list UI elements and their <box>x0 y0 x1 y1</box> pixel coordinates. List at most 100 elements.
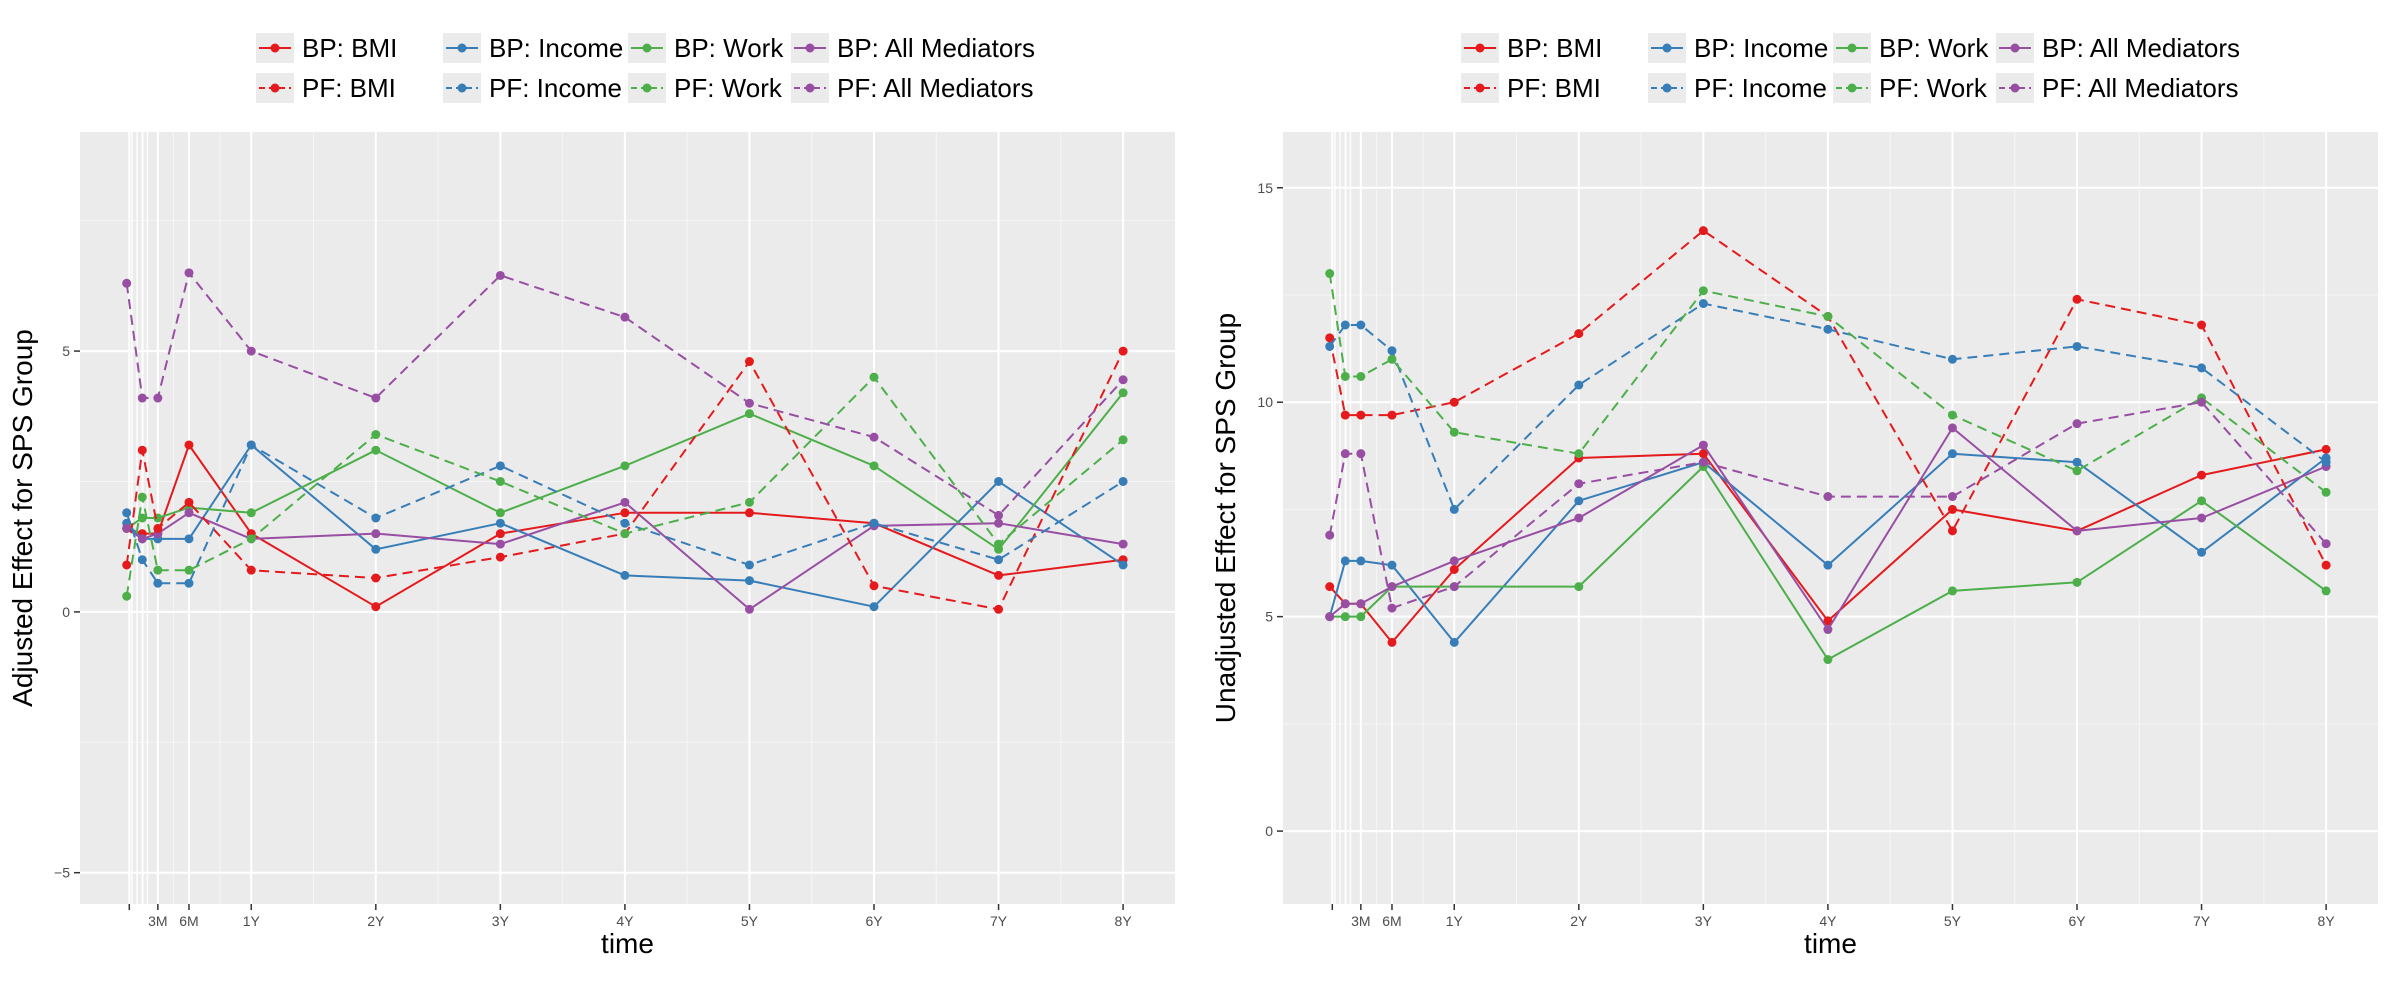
data-point-pf-all-mediators <box>122 278 132 288</box>
legend-item-bp-bmi[interactable]: BP: BMI <box>256 33 397 63</box>
legend: BP: BMI BP: Income BP: Work BP: All Mediato… <box>256 33 1035 103</box>
data-point-pf-bmi <box>1449 397 1459 407</box>
data-point-pf-work <box>495 476 505 486</box>
legend-label: BP: BMI <box>302 33 397 63</box>
data-point-pf-all-mediators <box>1340 449 1350 459</box>
legend-key-point <box>1847 83 1857 93</box>
data-point-bp-all-mediators <box>1387 582 1397 592</box>
legend-item-pf-all-mediators[interactable]: PF: All Mediators <box>1996 73 2239 103</box>
legend-item-pf-income[interactable]: PF: Income <box>1648 73 1827 103</box>
data-point-pf-bmi <box>869 581 879 591</box>
data-point-pf-bmi <box>1340 410 1350 420</box>
data-point-bp-all-mediators <box>1823 625 1833 635</box>
legend-item-pf-bmi[interactable]: PF: BMI <box>1461 73 1601 103</box>
data-point-pf-work <box>744 497 754 507</box>
data-point-bp-all-mediators <box>371 529 381 539</box>
series-line-pf-bmi <box>125 350 1125 611</box>
y-axis-title: Unadjusted Effect for SPS Group <box>1210 313 1241 723</box>
legend-item-bp-income[interactable]: BP: Income <box>1648 33 1828 63</box>
data-point-pf-all-mediators <box>744 398 754 408</box>
data-point-bp-all-mediators <box>1340 599 1350 609</box>
legend-item-pf-all-mediators[interactable]: PF: All Mediators <box>791 73 1034 103</box>
data-point-bp-bmi <box>2197 470 2207 480</box>
data-point-bp-work <box>744 409 754 419</box>
series-pf-all-mediators <box>122 268 1128 520</box>
legend-key-point <box>805 83 815 93</box>
series-line-pf-bmi <box>1328 229 2327 566</box>
legend-label: BP: BMI <box>1507 33 1602 63</box>
data-point-bp-work <box>1356 612 1366 622</box>
series-pf-income <box>1325 299 2331 514</box>
data-point-pf-work <box>2072 466 2082 476</box>
plot-panel-background <box>80 132 1175 904</box>
x-tick-label-2y: 2Y <box>367 913 385 929</box>
data-point-bp-work <box>1118 388 1128 398</box>
legend-item-pf-work[interactable]: PF: Work <box>628 73 783 103</box>
legend-label: BP: Work <box>674 33 784 63</box>
data-point-pf-income <box>1823 324 1833 334</box>
data-point-pf-work <box>153 565 163 575</box>
legend-item-bp-income[interactable]: BP: Income <box>443 33 623 63</box>
series-line-pf-income <box>125 444 1124 585</box>
x-tick-label-6m: 6M <box>1382 913 1401 929</box>
x-tick-label-6y: 6Y <box>2068 913 2086 929</box>
x-tick-label-7y: 7Y <box>990 913 1008 929</box>
data-point-bp-all-mediators <box>1325 612 1335 622</box>
legend: BP: BMI BP: Income BP: Work BP: All Mediato… <box>1461 33 2240 103</box>
x-tick-label-8y: 8Y <box>2318 913 2336 929</box>
legend-key-point <box>1662 43 1672 53</box>
data-point-bp-all-mediators <box>184 508 194 518</box>
data-point-pf-all-mediators <box>495 270 505 280</box>
data-point-pf-income <box>1356 320 1366 330</box>
x-axis-title: time <box>1804 928 1857 959</box>
data-point-pf-bmi <box>1118 346 1128 356</box>
data-point-pf-all-mediators <box>137 393 147 403</box>
data-point-pf-income <box>2321 457 2331 467</box>
legend-item-pf-work[interactable]: PF: Work <box>1833 73 1988 103</box>
data-point-pf-bmi <box>153 523 163 533</box>
y-tick-label: 15 <box>1257 180 1273 196</box>
data-point-pf-income <box>1118 476 1128 486</box>
data-point-pf-income <box>137 555 147 565</box>
data-point-pf-bmi <box>1356 410 1366 420</box>
series-line-pf-work <box>125 376 1124 597</box>
data-point-pf-bmi <box>1325 333 1335 343</box>
legend-item-bp-work[interactable]: BP: Work <box>628 33 784 63</box>
data-point-bp-bmi <box>1325 582 1335 592</box>
data-point-pf-bmi <box>184 497 194 507</box>
data-point-bp-all-mediators <box>495 539 505 549</box>
chart-panel-right: 0 5 10 15 3M 6M 1Y 2Y 3Y 4Y 5Y 6Y 7Y 8Y time Unadjusted… <box>1210 33 2378 959</box>
data-point-bp-all-mediators <box>994 518 1004 528</box>
legend-item-pf-income[interactable]: PF: Income <box>443 73 622 103</box>
y-tick-label: 0 <box>1265 823 1273 839</box>
legend-item-bp-work[interactable]: BP: Work <box>1833 33 1989 63</box>
y-tick-label: 0 <box>62 604 70 620</box>
legend-item-bp-all-mediators[interactable]: BP: All Mediators <box>1996 33 2240 63</box>
legend-label: PF: BMI <box>302 73 396 103</box>
data-point-pf-income <box>153 578 163 588</box>
legend-item-bp-all-mediators[interactable]: BP: All Mediators <box>791 33 1035 63</box>
data-point-pf-all-mediators <box>153 393 163 403</box>
data-point-bp-bmi <box>994 570 1004 580</box>
data-point-bp-all-mediators <box>122 523 132 533</box>
x-tick-label-3m: 3M <box>148 913 167 929</box>
data-point-pf-income <box>994 555 1004 565</box>
data-point-bp-bmi <box>620 508 630 518</box>
data-point-pf-work <box>184 565 194 575</box>
data-point-pf-work <box>2321 487 2331 497</box>
data-point-bp-all-mediators <box>1947 423 1957 433</box>
x-axis-title: time <box>601 928 654 959</box>
legend-item-bp-bmi[interactable]: BP: BMI <box>1461 33 1602 63</box>
data-point-bp-work <box>869 461 879 471</box>
data-point-pf-income <box>371 513 381 523</box>
legend-label: BP: Work <box>1879 33 1989 63</box>
data-point-pf-work <box>371 430 381 440</box>
chart-panel-left: −5 0 5 3M 6M 1Y 2Y 3Y 4Y 5Y 6Y 7Y 8Y time Adjusted Eff… <box>7 33 1175 959</box>
legend-key-point <box>1662 83 1672 93</box>
data-point-pf-income <box>620 518 630 528</box>
data-point-pf-work <box>620 529 630 539</box>
legend-label: PF: Income <box>1694 73 1827 103</box>
legend-item-pf-bmi[interactable]: PF: BMI <box>256 73 396 103</box>
data-point-bp-work <box>495 508 505 518</box>
legend-label: PF: All Mediators <box>2042 73 2239 103</box>
